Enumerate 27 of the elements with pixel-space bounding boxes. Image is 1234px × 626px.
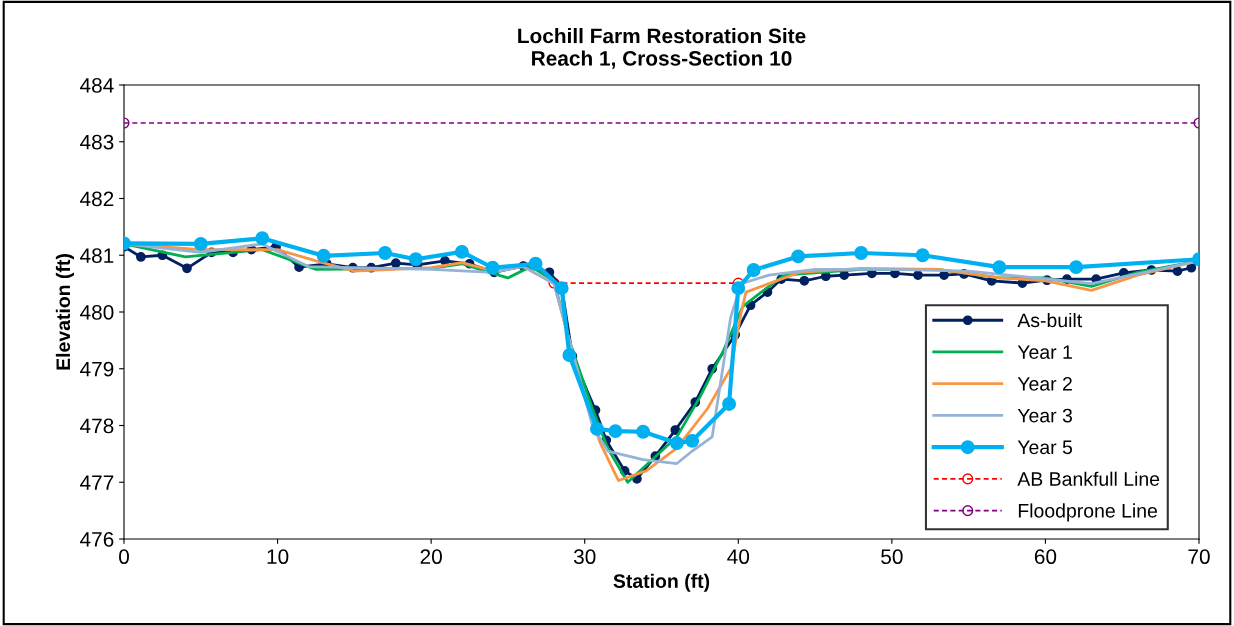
y-tick-label: 479 <box>80 361 114 377</box>
y-tick-label: 478 <box>80 418 114 434</box>
legend-label: AB Bankfull Line <box>1017 471 1160 486</box>
x-tick-label: 0 <box>119 549 129 565</box>
chart-title: Lochill Farm Restoration Site Reach 1, Cross-Section 10 <box>518 28 806 69</box>
legend-label: Year 3 <box>1017 408 1072 423</box>
y-tick-label: 476 <box>80 532 114 547</box>
y-axis-title: Elevation (ft) <box>55 254 74 370</box>
y-tick-label: 484 <box>80 78 114 93</box>
y-tick-label: 480 <box>80 305 114 320</box>
x-axis-title: Station (ft) <box>613 573 710 592</box>
legend-label: Year 5 <box>1017 440 1073 455</box>
x-tick-label: 50 <box>881 549 903 565</box>
y-tick-label: 477 <box>80 475 114 490</box>
legend-label: Floodprone Line <box>1018 503 1157 522</box>
x-tick-label: 70 <box>1188 549 1210 565</box>
x-tick-label: 20 <box>420 549 442 565</box>
y-tick-label: 482 <box>80 191 114 207</box>
legend-label: Year 2 <box>1017 376 1072 391</box>
x-tick-label: 60 <box>1034 549 1057 565</box>
x-tick-label: 30 <box>573 549 596 565</box>
y-tick-label: 483 <box>80 134 114 150</box>
legend-label: As-built <box>1017 312 1083 328</box>
x-tick-label: 40 <box>727 549 750 565</box>
y-tick-label: 481 <box>80 248 114 263</box>
x-tick-label: 10 <box>267 549 289 565</box>
legend-label: Year 1 <box>1017 345 1072 359</box>
